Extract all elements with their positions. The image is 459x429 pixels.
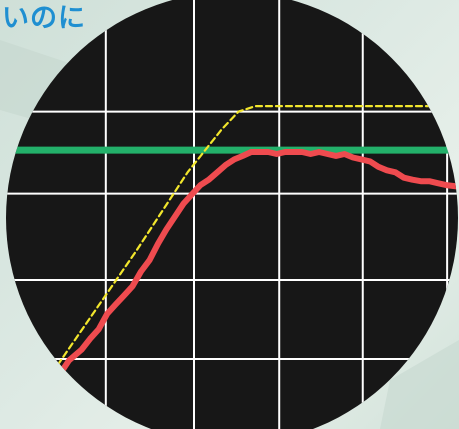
chart-panel	[6, 0, 458, 429]
caption-text: いのに	[2, 3, 86, 34]
measured-line	[32, 149, 458, 399]
background-device-shape-right	[380, 340, 459, 429]
target-line	[33, 104, 458, 399]
